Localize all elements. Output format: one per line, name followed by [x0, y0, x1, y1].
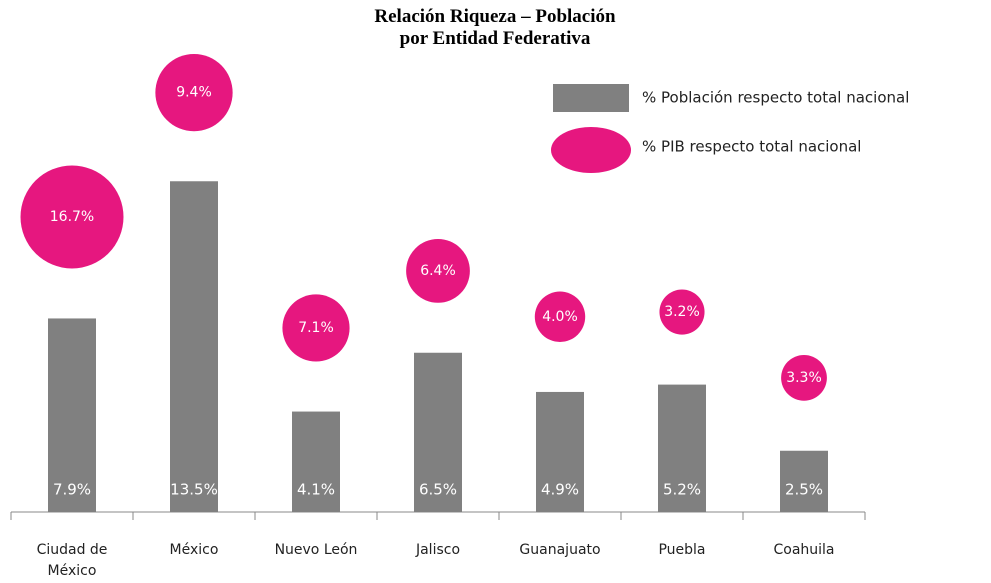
bubble-value-label: 4.0%	[542, 309, 578, 325]
bubble	[781, 354, 827, 401]
x-tick-label: Ciudad de México	[36, 542, 108, 579]
x-tick-label: Guanajuato	[519, 542, 601, 558]
bubble-value-label: 3.2%	[664, 304, 700, 320]
bar	[170, 181, 218, 512]
bar-value-label: 7.9%	[53, 481, 91, 499]
bar	[48, 318, 96, 512]
legend-label: % PIB respecto total nacional	[642, 138, 861, 156]
bar-value-label: 6.5%	[419, 481, 457, 499]
legend-label: % Población respecto total nacional	[642, 89, 909, 107]
bubble-value-label: 16.7%	[50, 209, 94, 225]
bubble-value-label: 9.4%	[176, 85, 212, 101]
x-tick-label: Coahuila	[773, 542, 835, 558]
legend-swatch	[551, 127, 631, 173]
bubble-value-label: 7.1%	[298, 320, 334, 336]
bubble	[659, 289, 705, 335]
x-tick-label: Jalisco	[415, 542, 461, 558]
x-tick-label: Puebla	[658, 542, 706, 558]
bubble-value-label: 6.4%	[420, 263, 456, 279]
bubble	[20, 165, 124, 269]
bubble-value-label: 3.3%	[786, 370, 822, 386]
bubble	[282, 294, 350, 362]
bar-value-label: 4.1%	[297, 481, 335, 499]
bar-value-label: 2.5%	[785, 481, 823, 499]
bubble	[406, 238, 470, 303]
bar-value-label: 13.5%	[170, 481, 218, 499]
x-tick-label: Nuevo León	[274, 542, 358, 558]
legend-swatch	[553, 84, 629, 112]
bar	[536, 391, 584, 512]
bar	[292, 411, 340, 512]
bar	[780, 450, 828, 512]
bubble	[155, 53, 233, 132]
chart-title: Relación Riqueza – Población por Entidad…	[374, 6, 616, 49]
x-tick-label: México	[169, 542, 219, 558]
bar-value-label: 4.9%	[541, 481, 579, 499]
bar-value-label: 5.2%	[663, 481, 701, 499]
bubble	[534, 291, 586, 342]
bar	[414, 352, 462, 512]
bar	[658, 384, 706, 512]
